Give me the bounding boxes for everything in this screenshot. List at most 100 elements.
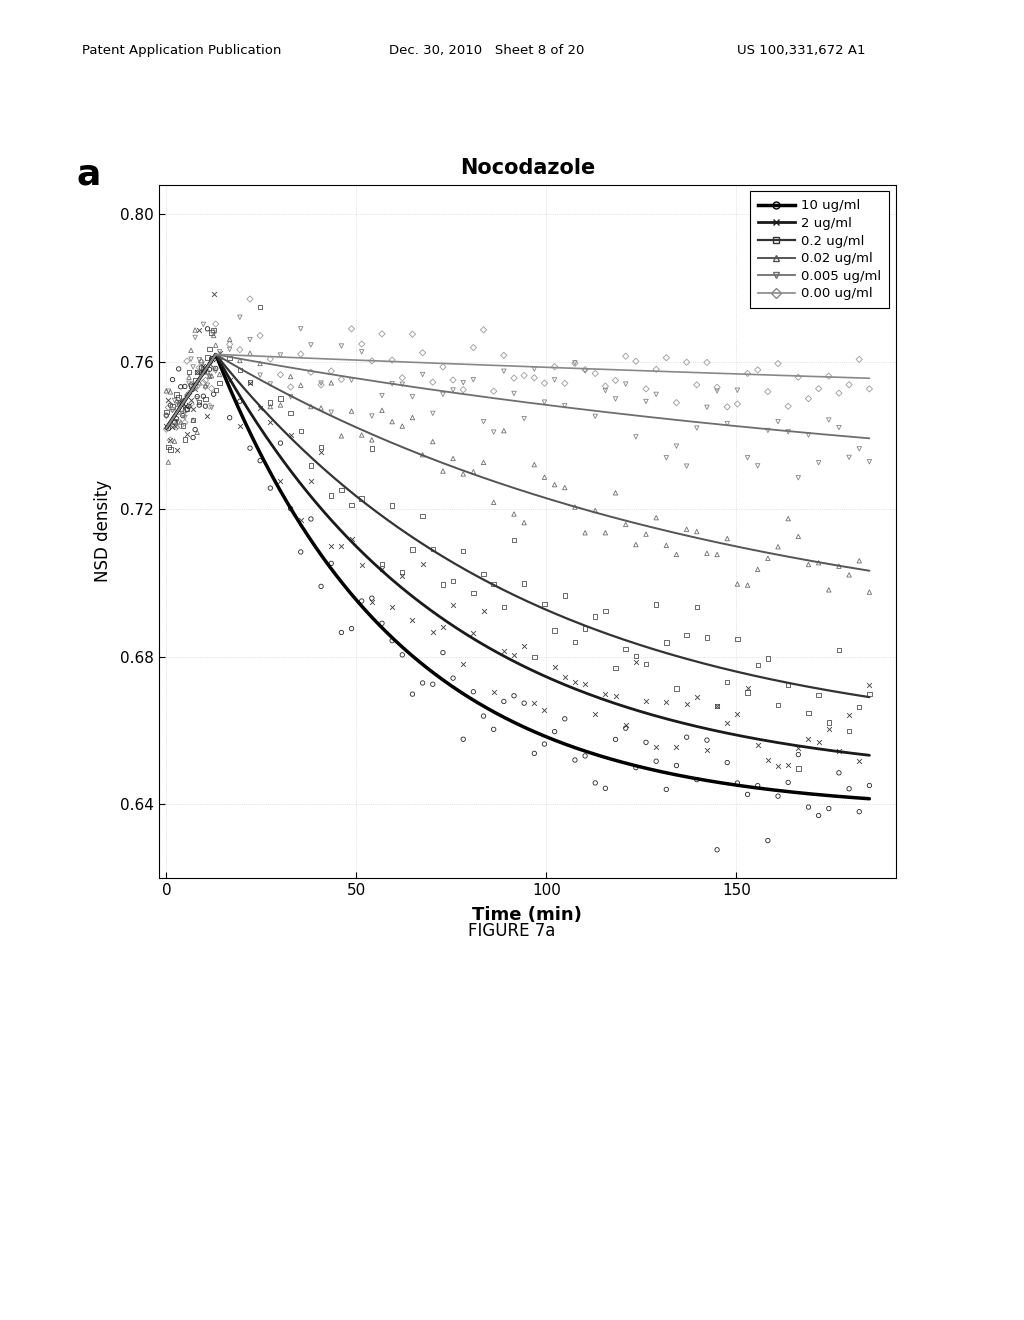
Point — [496, 420, 512, 441]
Point — [435, 642, 452, 663]
Point — [172, 412, 188, 433]
Point — [566, 496, 583, 517]
Point — [537, 700, 553, 721]
Point — [272, 364, 289, 385]
Point — [688, 686, 705, 708]
Point — [830, 417, 847, 438]
Point — [830, 639, 847, 660]
Point — [587, 405, 603, 426]
Point — [566, 750, 583, 771]
Point — [185, 409, 202, 430]
Point — [679, 519, 695, 540]
Point — [160, 389, 176, 411]
Point — [170, 392, 186, 413]
Point — [537, 467, 553, 488]
Point — [394, 644, 411, 665]
Point — [189, 362, 206, 383]
Point — [557, 477, 573, 498]
Point — [679, 351, 695, 372]
Point — [415, 364, 431, 385]
Point — [333, 368, 349, 389]
Point — [353, 342, 370, 363]
Point — [185, 426, 202, 447]
Point — [617, 346, 634, 367]
Point — [175, 414, 191, 436]
Point — [475, 564, 492, 585]
Point — [791, 525, 807, 546]
Point — [547, 356, 563, 378]
Point — [374, 558, 390, 579]
Point — [415, 553, 431, 574]
Point — [780, 772, 797, 793]
Point — [196, 355, 212, 376]
Point — [557, 372, 573, 393]
Point — [272, 470, 289, 491]
Point — [688, 375, 705, 396]
Point — [168, 408, 184, 429]
Point — [158, 380, 174, 401]
Point — [175, 403, 191, 424]
Point — [861, 684, 878, 705]
Point — [189, 385, 206, 407]
Point — [168, 391, 184, 412]
Point — [750, 455, 766, 477]
Point — [496, 360, 512, 381]
Point — [415, 342, 431, 363]
Point — [374, 553, 390, 574]
Point — [181, 362, 198, 383]
Point — [313, 375, 330, 396]
Point — [293, 375, 309, 396]
Point — [597, 380, 613, 401]
Point — [183, 375, 200, 396]
Point — [168, 411, 184, 432]
Point — [516, 512, 532, 533]
Point — [211, 341, 227, 362]
Point — [183, 393, 200, 414]
Point — [628, 426, 644, 447]
Point — [698, 739, 715, 760]
Point — [577, 618, 593, 639]
Text: US 100,331,672 A1: US 100,331,672 A1 — [737, 44, 865, 57]
Point — [177, 412, 194, 433]
Point — [729, 628, 745, 649]
Point — [323, 553, 339, 574]
Point — [444, 570, 461, 591]
Point — [191, 372, 208, 393]
Point — [211, 350, 227, 371]
Point — [384, 495, 400, 516]
Point — [394, 565, 411, 586]
Point — [181, 395, 198, 416]
Point — [516, 573, 532, 594]
Point — [698, 397, 715, 418]
Point — [465, 461, 481, 482]
Point — [177, 407, 194, 428]
Point — [597, 376, 613, 397]
Point — [262, 374, 279, 395]
Point — [669, 544, 685, 565]
Point — [475, 319, 492, 341]
Point — [597, 601, 613, 622]
Point — [252, 352, 268, 374]
Point — [175, 393, 191, 414]
Point — [709, 380, 725, 401]
Point — [820, 409, 837, 430]
Point — [185, 409, 202, 430]
Point — [597, 777, 613, 799]
Point — [587, 606, 603, 627]
Point — [208, 379, 224, 400]
Point — [820, 579, 837, 601]
Point — [739, 784, 756, 805]
Point — [820, 718, 837, 739]
Point — [283, 498, 299, 519]
Point — [537, 392, 553, 413]
Point — [160, 397, 176, 418]
Point — [425, 622, 441, 643]
Point — [851, 550, 867, 572]
Point — [394, 367, 411, 388]
Point — [506, 367, 522, 388]
Point — [172, 396, 188, 417]
Point — [231, 391, 248, 412]
Point — [262, 478, 279, 499]
Point — [760, 420, 776, 441]
Point — [841, 565, 857, 586]
